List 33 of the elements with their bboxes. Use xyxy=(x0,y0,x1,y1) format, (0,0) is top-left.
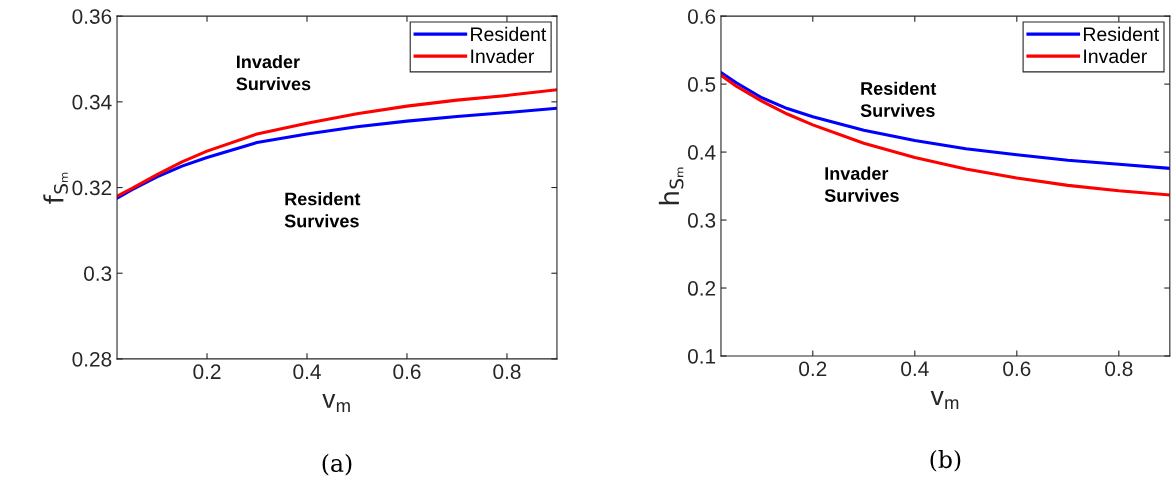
x-axis-title: v$_{m}$ xyxy=(322,393,350,413)
x-tick-label: 0.6 xyxy=(1003,361,1031,377)
x-axis-title: v$_{m}$ xyxy=(930,390,959,410)
y-tick-label: 0.4 xyxy=(687,145,716,160)
y-tick-label: 0.28 xyxy=(72,351,112,367)
y-tick-label: 0.3 xyxy=(84,266,112,281)
y-tick-label: 0.1 xyxy=(687,348,716,364)
annotation: Invader Survives xyxy=(236,54,311,91)
legend-label: Invader xyxy=(471,48,535,64)
y-tick-label: 0.3 xyxy=(687,213,716,228)
y-tick-label: 0.2 xyxy=(687,281,716,296)
x-tick-label: 0.4 xyxy=(293,364,321,380)
y-axis-title: f$_{Sₘ}$ xyxy=(43,172,68,204)
y-axis-title: h$_{Sₘ}$ xyxy=(658,167,684,205)
annotation: Resident Survives xyxy=(860,81,937,117)
annotation: Invader Survives xyxy=(824,166,899,202)
y-tick-label: 0.32 xyxy=(72,180,112,196)
y-tick-label: 0.34 xyxy=(72,94,112,110)
x-tick-label: 0.2 xyxy=(193,364,221,380)
text: (b) xyxy=(930,449,961,472)
x-tick-label: 0.4 xyxy=(901,361,929,377)
y-tick-label: 0.36 xyxy=(72,9,112,24)
x-tick-label: 0.8 xyxy=(493,364,521,380)
annotation: Resident Survives xyxy=(284,192,361,228)
legend-label: Resident xyxy=(1083,26,1159,42)
y-tick-label: 0.5 xyxy=(687,77,716,92)
text: (a) xyxy=(322,453,352,476)
x-tick-label: 0.8 xyxy=(1105,361,1133,377)
legend-label: Invader xyxy=(1084,48,1147,64)
x-tick-label: 0.2 xyxy=(799,361,827,377)
x-tick-label: 0.6 xyxy=(393,364,421,380)
y-tick-label: 0.6 xyxy=(687,9,716,24)
legend-label: Resident xyxy=(471,26,547,42)
